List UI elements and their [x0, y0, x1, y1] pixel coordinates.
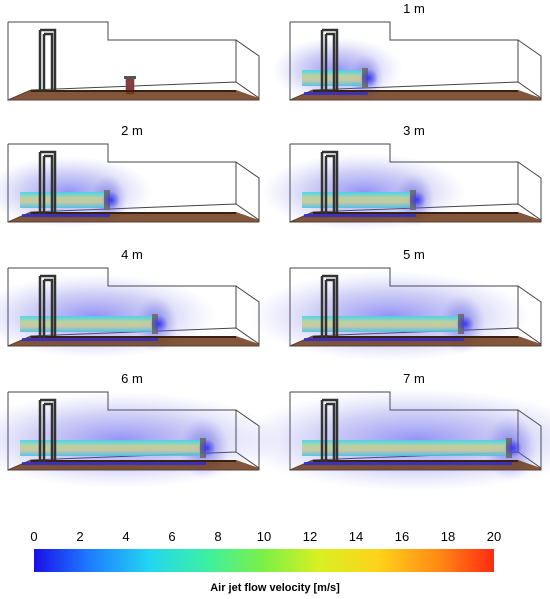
- room-panel: 3 m: [260, 123, 542, 231]
- panels-layer: 1 m 2 m 3 m 4 m 5 m 6 m 7 m: [0, 1, 550, 491]
- door-frame: [38, 28, 57, 92]
- room-back-wall: [8, 21, 237, 82]
- floor-flow: [22, 462, 206, 465]
- colorbar-tick-label: 18: [441, 529, 455, 544]
- floor-edge: [31, 212, 236, 214]
- floor-edge: [313, 460, 518, 462]
- nozzle-glow: [198, 439, 216, 457]
- panel-label: 3 m: [403, 123, 425, 138]
- door-frame: [38, 150, 57, 214]
- room-panel: 5 m: [249, 247, 542, 361]
- jet-body: [20, 440, 204, 456]
- door-frame: [320, 150, 339, 214]
- floor-edge: [31, 460, 236, 462]
- room-panel: 6 m: [0, 371, 281, 488]
- colorbar-tick-label: 20: [487, 529, 501, 544]
- floor-flow: [304, 338, 464, 341]
- jet-device-top: [124, 76, 136, 79]
- colorbar-tick-label: 2: [76, 529, 83, 544]
- door-frame: [320, 274, 339, 338]
- nozzle-glow: [102, 191, 120, 209]
- colorbar-tick-label: 14: [349, 529, 363, 544]
- jet-body: [302, 316, 462, 332]
- jet-body: [20, 192, 108, 208]
- panel-label: 1 m: [403, 1, 425, 16]
- floor-edge: [313, 212, 518, 214]
- colorbar-tick-label: 8: [214, 529, 221, 544]
- nozzle-glow: [456, 315, 474, 333]
- colorbar: 0 2 4 6 8 10 12 14 16 18 20 Air jet flow velocity …: [30, 529, 501, 594]
- nozzle-glow: [408, 191, 426, 209]
- room-panel: 1 m: [272, 1, 542, 103]
- floor-edge: [31, 336, 236, 338]
- nozzle-glow: [360, 69, 378, 87]
- floor-edge: [31, 90, 236, 92]
- jet-body: [302, 440, 510, 456]
- jet-body: [302, 192, 414, 208]
- colorbar-tick-label: 4: [122, 529, 129, 544]
- door-frame: [38, 398, 57, 462]
- colorbar-ticks: 0 2 4 6 8 10 12 14 16 18 20: [30, 529, 501, 544]
- room-back-wall: [290, 21, 519, 82]
- room-floor: [8, 90, 259, 100]
- panel-label: 5 m: [403, 247, 425, 262]
- colorbar-title: Air jet flow velocity [m/s]: [210, 582, 340, 594]
- floor-flow: [22, 214, 110, 217]
- floor-flow: [22, 338, 158, 341]
- panel-label: 6 m: [121, 371, 143, 386]
- floor-flow: [304, 92, 368, 95]
- room-panel: 7 m: [238, 371, 550, 491]
- panel-label: 4 m: [121, 247, 143, 262]
- nozzle-glow: [150, 315, 168, 333]
- colorbar-tick-label: 12: [303, 529, 317, 544]
- panel-label: 2 m: [121, 123, 143, 138]
- floor-flow: [304, 214, 416, 217]
- floor-edge: [313, 336, 518, 338]
- floor-flow: [304, 462, 512, 465]
- panel-label: 7 m: [403, 371, 425, 386]
- door-frame: [38, 274, 57, 338]
- door-frame: [320, 28, 339, 92]
- room-panel: [7, 21, 260, 101]
- room-panel: 2 m: [0, 123, 260, 228]
- room-panel: 4 m: [0, 247, 260, 358]
- colorbar-tick-label: 6: [168, 529, 175, 544]
- colorbar-tick-label: 0: [30, 529, 37, 544]
- door-frame: [320, 398, 339, 462]
- colorbar-tick-label: 10: [257, 529, 271, 544]
- colorbar-gradient: [34, 549, 494, 572]
- floor-edge: [313, 90, 518, 92]
- colorbar-tick-label: 16: [395, 529, 409, 544]
- nozzle-glow: [504, 439, 522, 457]
